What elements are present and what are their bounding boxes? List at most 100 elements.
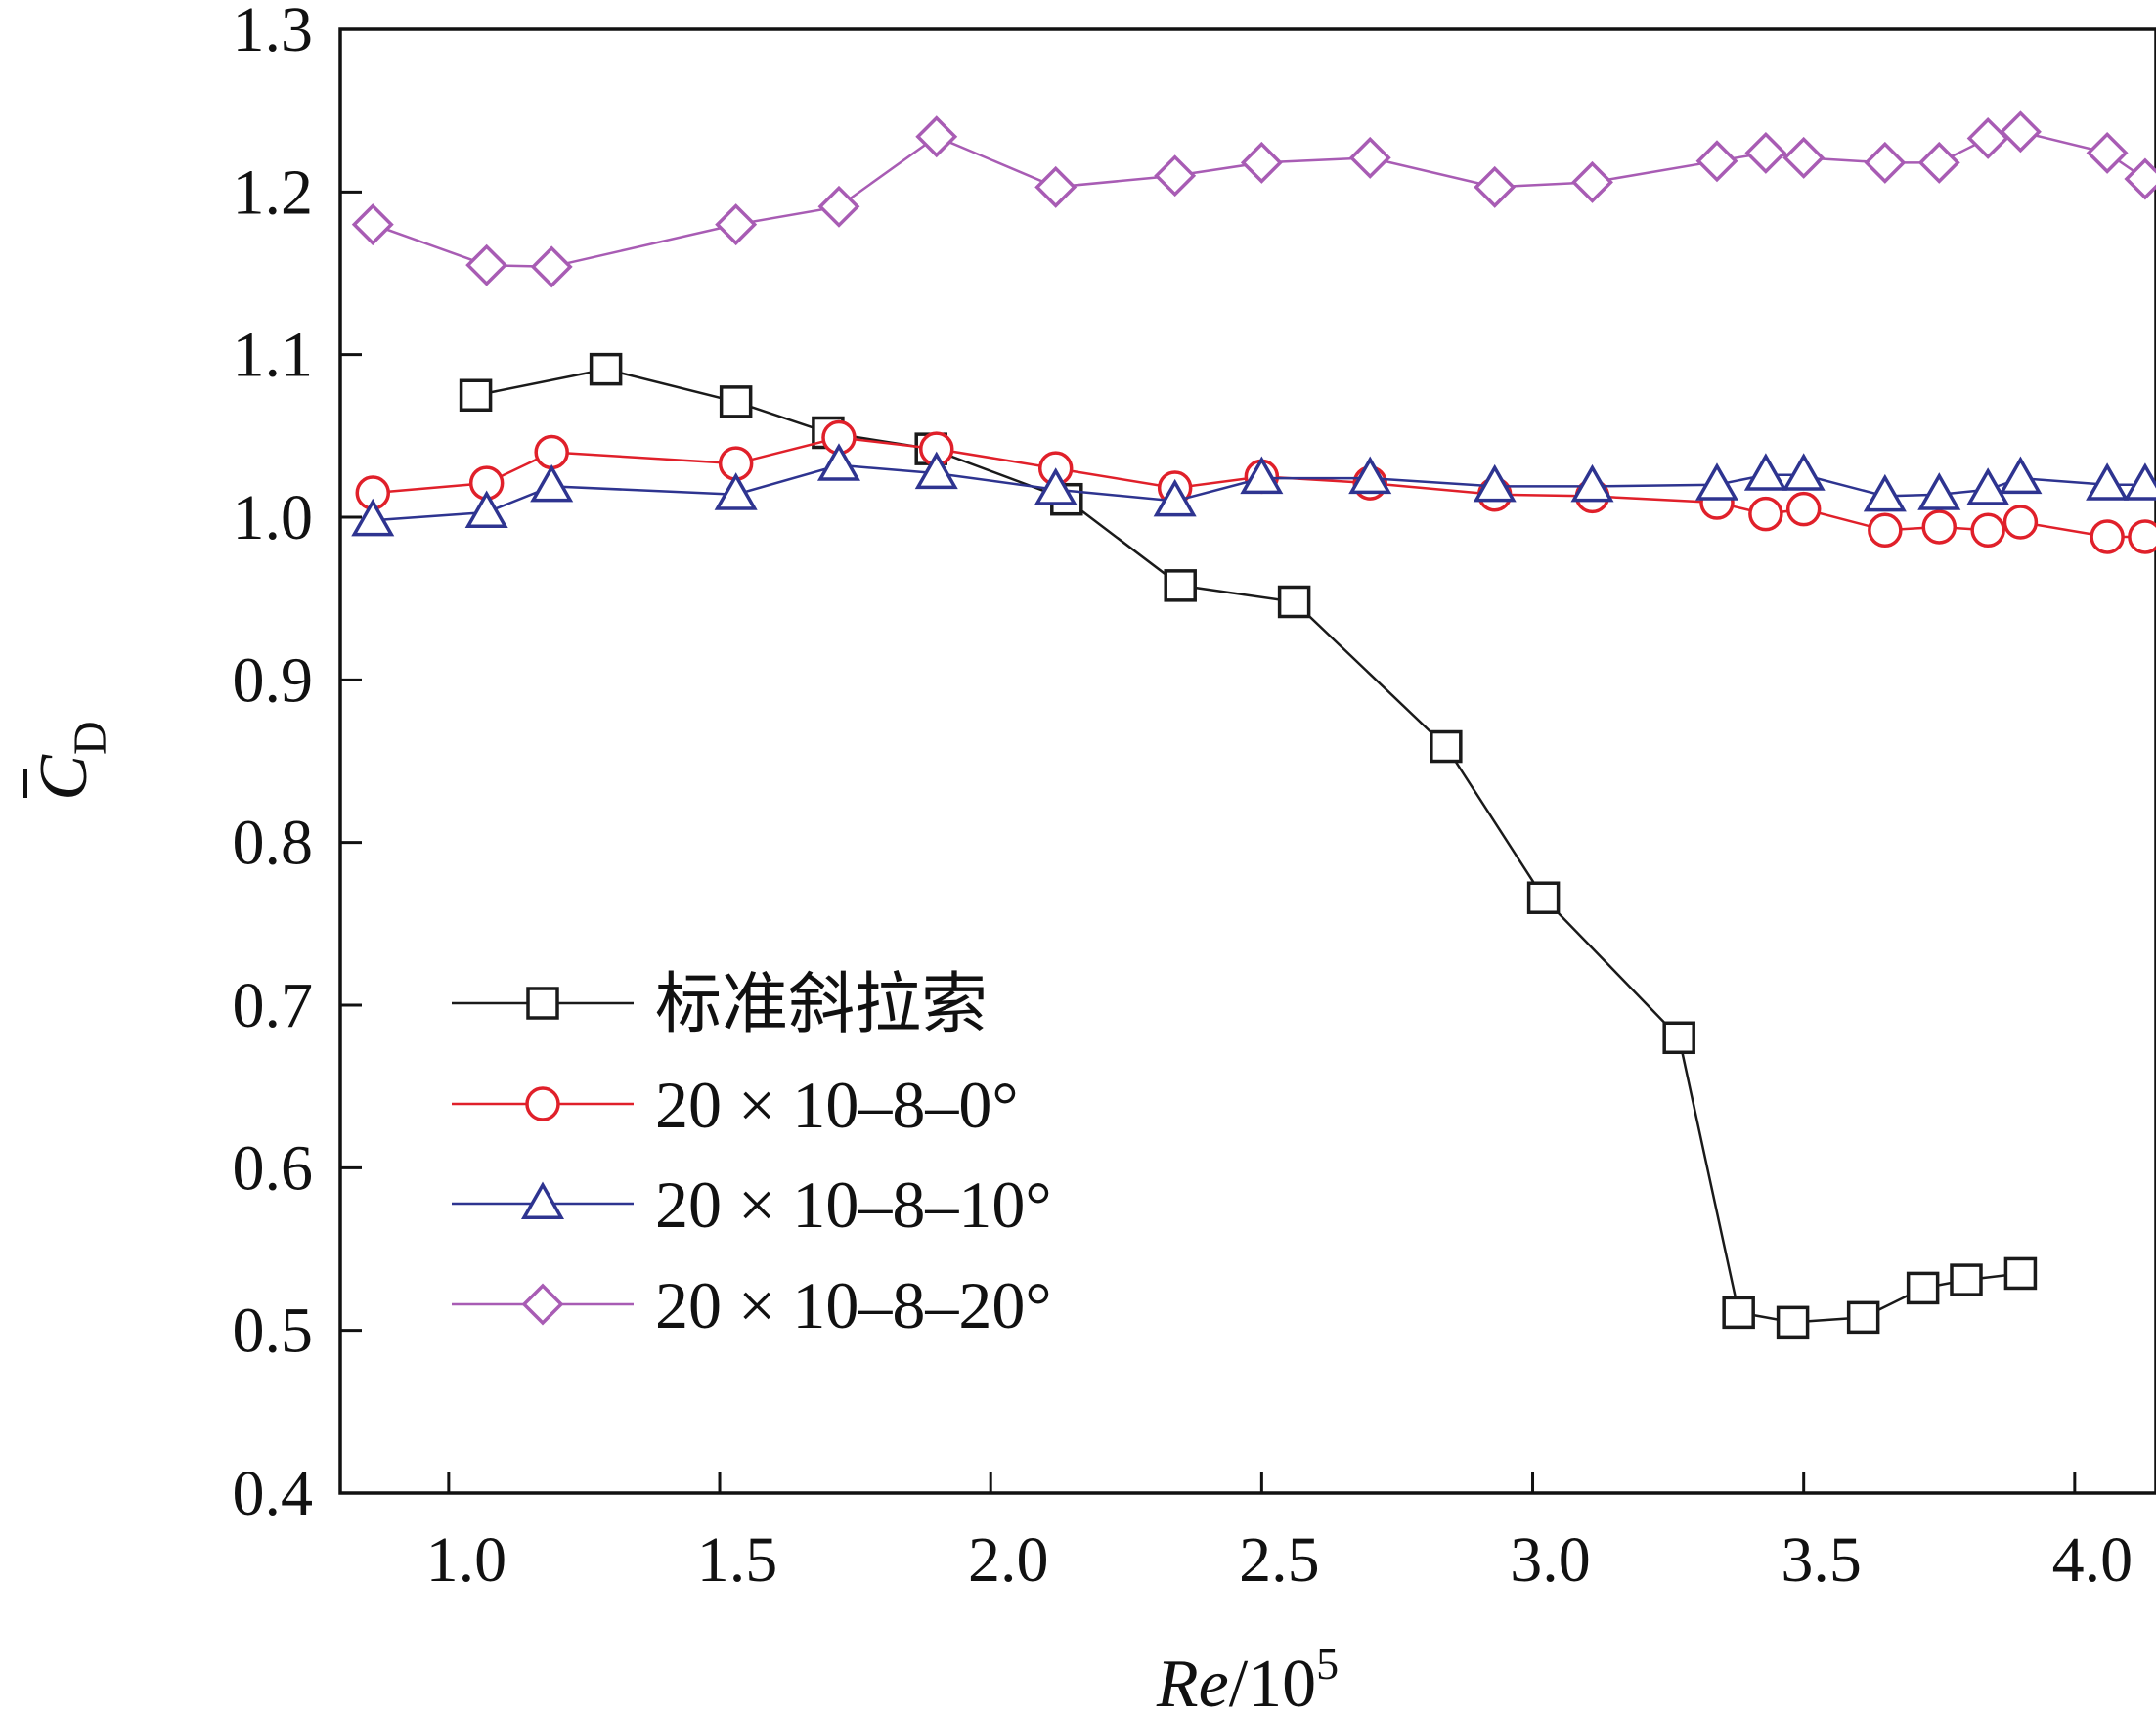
data-point-triangle [464, 490, 508, 529]
data-point-triangle [816, 443, 860, 481]
y-tick-label: 1.2 [233, 156, 314, 228]
data-point-square [1950, 1263, 1983, 1296]
x-axis-title: Re/105 [1156, 1639, 1339, 1714]
data-point-diamond [2086, 131, 2129, 174]
data-point-square [1776, 1305, 1810, 1340]
data-point-diamond [530, 245, 573, 288]
legend-entry: 20 × 10–8–0° [452, 1068, 1019, 1142]
data-point-diamond [817, 185, 860, 228]
data-point-diamond [1571, 160, 1613, 203]
data-point-square [1526, 881, 1561, 914]
data-point-triangle [714, 472, 758, 510]
legend-entry: 标准斜拉索 [452, 967, 988, 1041]
data-point-circle [1785, 491, 1822, 527]
x-axis-title-exponent: 5 [1316, 1639, 1339, 1689]
y-tick-label: 0.8 [233, 808, 314, 879]
x-tick-label: 1.0 [426, 1524, 507, 1596]
x-tick-label: 2.5 [1239, 1524, 1320, 1596]
data-point-square [719, 385, 753, 418]
y-tick-label: 1.0 [233, 482, 314, 553]
data-point-diamond [1864, 141, 1907, 184]
data-point-diamond [465, 243, 508, 286]
y-tick-label: 0.7 [233, 970, 314, 1041]
data-point-triangle [2123, 462, 2156, 501]
y-axis-title-sub: D [65, 721, 116, 755]
data-point-square [1662, 1021, 1695, 1055]
data-point-circle [1748, 496, 1783, 532]
data-point-circle [1921, 509, 1958, 545]
data-point-square [1164, 569, 1197, 602]
legend-entry: 20 × 10–8–10° [452, 1167, 1052, 1242]
data-point-diamond [1917, 141, 1960, 184]
plot-frame [338, 27, 2156, 1495]
legend-marker-diamond [521, 1283, 564, 1326]
series-layer [351, 110, 2156, 1340]
data-point-square [1430, 729, 1463, 764]
data-point-diamond [351, 203, 394, 246]
data-point-triangle [1348, 456, 1392, 495]
data-point-diamond [1240, 141, 1283, 184]
data-point-square [589, 352, 623, 386]
y-tick-label: 1.3 [233, 0, 314, 66]
data-point-diamond [1034, 165, 1078, 208]
data-point-diamond [1782, 136, 1826, 179]
data-point-diamond [2124, 157, 2156, 200]
data-point-circle [2002, 505, 2039, 540]
x-tick-label: 1.5 [697, 1524, 778, 1596]
data-point-diamond [1999, 110, 2042, 154]
data-point-triangle [2086, 462, 2130, 501]
data-point-triangle [1966, 467, 2010, 505]
data-point-square [1846, 1300, 1880, 1335]
x-tick-label: 3.0 [1510, 1524, 1591, 1596]
data-point-diamond [1695, 140, 1738, 183]
data-point-square [1906, 1271, 1940, 1305]
x-axis-title-rest: /10 [1229, 1647, 1316, 1714]
legend-marker-square [526, 987, 559, 1020]
legend-marker-triangle [520, 1181, 565, 1219]
data-point-triangle [1153, 478, 1197, 517]
legend-label: 20 × 10–8–0° [655, 1068, 1019, 1142]
y-tick-label: 0.6 [233, 1132, 314, 1204]
data-point-diamond [1348, 136, 1391, 179]
data-point-triangle [1473, 463, 1517, 503]
y-tick-label: 0.9 [233, 644, 314, 716]
data-point-triangle [1240, 456, 1284, 495]
data-point-diamond [1966, 116, 2009, 159]
data-point-triangle [1999, 456, 2043, 495]
y-tick-label: 1.1 [233, 320, 314, 391]
legend: 标准斜拉索 20 × 10–8–0° 20 × 10–8–10° 20 × 10–8–… [452, 967, 1052, 1342]
data-point-diamond [715, 203, 758, 246]
data-point-circle [2090, 519, 2125, 554]
y-tick-label: 0.4 [233, 1458, 314, 1529]
data-point-triangle [530, 463, 574, 503]
x-tick-label: 2.0 [968, 1524, 1049, 1596]
data-point-triangle [1570, 463, 1614, 503]
data-point-triangle [351, 498, 395, 537]
series-triangle [351, 443, 2156, 537]
legend-marker-circle [525, 1086, 560, 1121]
x-axis-title-italic: Re [1156, 1647, 1229, 1714]
data-point-square [1277, 585, 1311, 619]
data-point-triangle [1863, 473, 1907, 512]
svg-text:CD: CD [26, 721, 116, 800]
axis-ticks: 0.4 0.5 0.6 0.7 0.8 0.9 1.0 1.1 1.2 1.3 1.0 1.5 2.0 2… [233, 0, 2134, 1596]
legend-label: 20 × 10–8–20° [655, 1268, 1052, 1342]
data-point-triangle [1782, 453, 1826, 491]
legend-entry: 20 × 10–8–20° [452, 1268, 1052, 1342]
data-point-circle [1868, 512, 1903, 549]
data-point-square [459, 378, 493, 412]
data-point-triangle [1743, 453, 1787, 491]
data-point-circle [2128, 519, 2156, 554]
data-point-triangle [1034, 467, 1078, 505]
legend-label: 20 × 10–8–10° [655, 1167, 1052, 1242]
data-point-diamond [1744, 131, 1787, 174]
y-tick-label: 0.5 [233, 1296, 314, 1367]
data-point-diamond [1154, 154, 1197, 198]
data-point-circle [1970, 512, 2005, 549]
x-tick-label: 4.0 [2052, 1524, 2134, 1596]
data-point-triangle [1917, 472, 1961, 510]
data-point-square [1722, 1296, 1755, 1330]
y-axis-title-main: C [26, 754, 102, 801]
data-point-circle [534, 434, 569, 470]
